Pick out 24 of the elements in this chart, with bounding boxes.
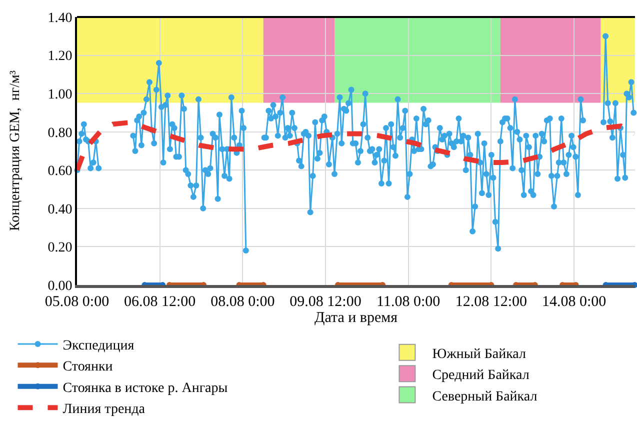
legend-label: Стоянки: [62, 360, 114, 375]
legend-label: Южный Байкал: [432, 346, 526, 362]
x-tick-label: 12.08 12:00: [455, 294, 528, 310]
y-tick-label: 1.20: [48, 49, 72, 64]
x-tick-label: 08.08 0:00: [210, 294, 275, 310]
y-tick-label: 0.40: [48, 202, 72, 218]
y-tick-label: 0.00: [48, 278, 72, 294]
legend-label: Стоянка в истоке р. Ангары: [62, 380, 228, 396]
x-tick-label: 05.08 0:00: [44, 294, 110, 310]
x-tick-label: 14.08 0:00: [542, 294, 606, 310]
legend-label: Средний Байкал: [432, 368, 530, 384]
x-tick-label: 11.08 0:00: [376, 294, 440, 310]
x-tick-label: 09.08 12:00: [290, 294, 362, 310]
y-tick-label: 1.40: [48, 10, 72, 26]
y-tick-label: 1.00: [48, 87, 72, 102]
y-axis-title: Концентрация GEM, нг/м³: [8, 70, 23, 231]
legend-label: Северный Байкал: [432, 389, 538, 404]
legend-label: Линия тренда: [62, 402, 146, 418]
legend-label: Экспедиция: [62, 338, 135, 354]
y-tick-label: 0.60: [48, 164, 72, 180]
y-tick-label: 0.20: [48, 240, 72, 256]
y-tick-label: 0.80: [48, 126, 72, 141]
x-tick-label: 06.08 12:00: [124, 294, 196, 310]
x-axis-title: Дата и время: [314, 310, 398, 326]
